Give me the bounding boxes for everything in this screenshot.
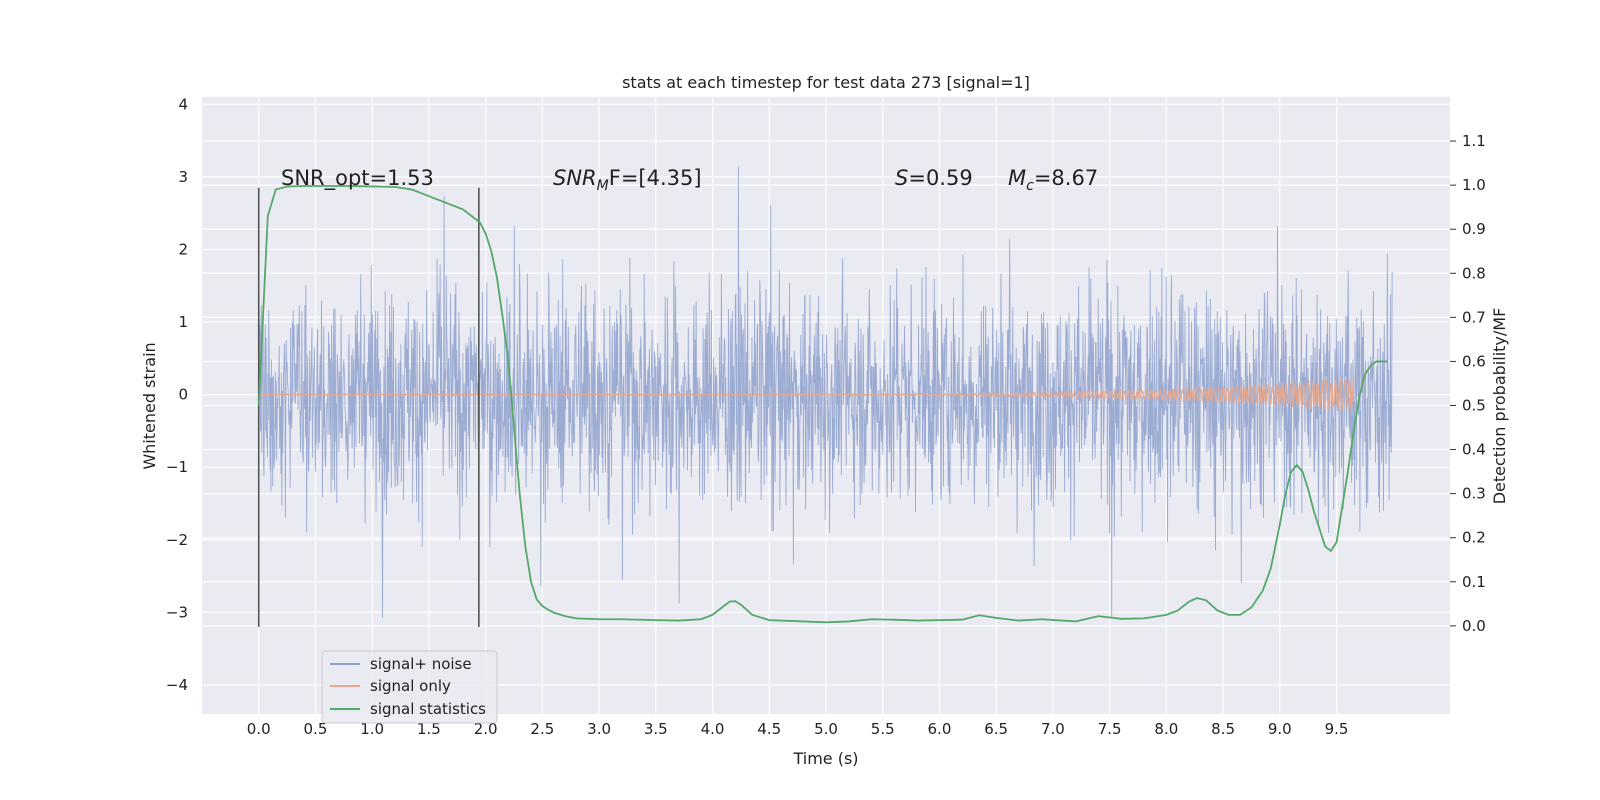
x-tick-label: 2.5 — [530, 720, 554, 738]
chart-title: stats at each timestep for test data 273… — [622, 73, 1030, 92]
y-tick-label: 0 — [178, 386, 188, 404]
y-tick-label: 3 — [178, 168, 188, 186]
y2-tick-label: 0.3 — [1462, 485, 1486, 503]
s-value: =0.59 — [908, 166, 972, 190]
y2-tick-label: 0.2 — [1462, 529, 1486, 547]
x-tick-label: 4.0 — [701, 720, 725, 738]
x-tick-label: 3.0 — [587, 720, 611, 738]
y2-tick-label: 1.1 — [1462, 132, 1486, 150]
y-tick-label: 2 — [178, 240, 188, 258]
x-tick-label: 7.0 — [1041, 720, 1065, 738]
x-tick-label: 8.0 — [1154, 720, 1178, 738]
legend-label-signal-statistics: signal statistics — [370, 700, 486, 718]
mc-annotation: Mc=8.67 — [1008, 166, 1098, 194]
legend: signal+ noise signal only signal statist… — [321, 650, 498, 724]
y2-axis-label: Detection probability/MF — [1490, 308, 1509, 505]
x-tick-label: 6.0 — [928, 720, 952, 738]
annotations: SNR_opt=1.53 SNRMF=[4.35] S=0.59 Mc=8.67 — [281, 166, 1098, 194]
x-tick-label: 8.5 — [1211, 720, 1235, 738]
x-tick-label: 7.5 — [1098, 720, 1122, 738]
mc-subscript: c — [1026, 178, 1034, 194]
x-tick-label: 9.5 — [1325, 720, 1349, 738]
y2-tick-labels: 0.0 0.1 0.2 0.3 0.4 0.5 0.6 0.7 0.8 0.9 1.0 1.1 — [1450, 132, 1486, 635]
legend-box — [321, 650, 498, 724]
y-tick-labels: −4 −3 −2 −1 0 1 2 3 4 — [166, 95, 188, 694]
snr-opt-annotation: SNR_opt=1.53 — [281, 166, 434, 191]
y2-tick-label: 0.9 — [1462, 220, 1486, 238]
y-tick-label: −4 — [166, 676, 188, 694]
y2-tick-label: 0.1 — [1462, 573, 1486, 591]
x-tick-label: 9.0 — [1268, 720, 1292, 738]
y2-tick-label: 0.6 — [1462, 352, 1486, 370]
x-tick-label: 4.5 — [757, 720, 781, 738]
legend-label-signal-plus-noise: signal+ noise — [370, 655, 472, 673]
y-tick-label: −1 — [166, 458, 188, 476]
snr-mf-annotation: SNRMF=[4.35] — [553, 166, 702, 194]
mc-symbol: M — [1008, 166, 1026, 190]
x-tick-label: 5.5 — [871, 720, 895, 738]
x-tick-label: 3.5 — [644, 720, 668, 738]
x-tick-label: 2.0 — [474, 720, 498, 738]
s-annotation: S=0.59 — [895, 166, 973, 190]
chirp-polyline — [258, 376, 1355, 412]
snr-mf-value: F=[4.35] — [609, 166, 702, 190]
x-tick-label: 0.0 — [247, 720, 271, 738]
x-tick-label: 0.5 — [304, 720, 328, 738]
x-axis-label: Time (s) — [792, 749, 858, 768]
y-tick-label: 1 — [178, 313, 188, 331]
x-tick-label: 5.0 — [814, 720, 838, 738]
y2-tick-label: 0.8 — [1462, 264, 1486, 282]
x-tick-label: 6.5 — [984, 720, 1008, 738]
noise-polyline — [258, 166, 1393, 619]
y2-tick-label: 0.7 — [1462, 308, 1486, 326]
y2-tick-label: 0.0 — [1462, 617, 1486, 635]
y2-tick-label: 0.4 — [1462, 441, 1486, 459]
x-tick-label: 1.0 — [360, 720, 384, 738]
y2-tick-label: 0.5 — [1462, 397, 1486, 415]
signal-only-trace — [258, 376, 1355, 412]
y2-tick-label: 1.0 — [1462, 176, 1486, 194]
y-axis-label: Whitened strain — [140, 342, 159, 469]
legend-label-signal-only: signal only — [370, 677, 451, 695]
snr-mf-subscript: M — [597, 178, 609, 194]
y-tick-label: 4 — [178, 95, 188, 113]
mc-value: =8.67 — [1034, 166, 1098, 190]
statistics-polyline — [257, 185, 1388, 624]
s-symbol: S — [895, 166, 908, 190]
signal-statistics-trace — [257, 185, 1388, 624]
x-tick-labels: 0.0 0.5 1.0 1.5 2.0 2.5 3.0 3.5 4.0 4.5 5.0 5.5 6.0 6… — [247, 720, 1349, 738]
y-tick-label: −3 — [166, 603, 188, 621]
y-tick-label: −2 — [166, 531, 188, 549]
signal-plus-noise-trace — [258, 166, 1393, 619]
x-tick-label: 1.5 — [417, 720, 441, 738]
window-markers — [257, 187, 480, 627]
snr-mf-symbol: SNR — [553, 166, 597, 190]
